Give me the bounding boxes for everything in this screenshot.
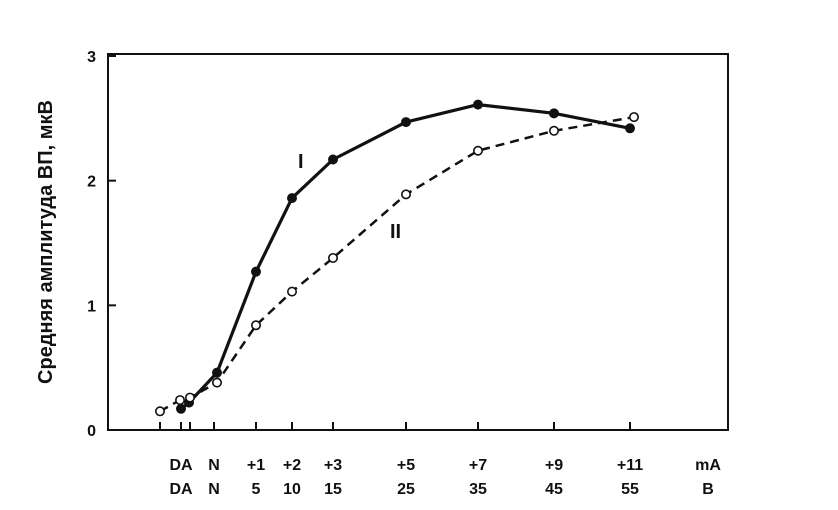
data-point-II xyxy=(548,125,559,136)
x-tick-label: +3 xyxy=(324,457,342,474)
x-tick-label-row2: 5 xyxy=(252,481,261,498)
x-tick-label: +7 xyxy=(469,457,487,474)
data-point-I xyxy=(286,193,297,204)
x-tick-label-row2: 55 xyxy=(621,481,639,498)
data-point-II xyxy=(400,189,411,200)
data-point-I xyxy=(212,367,223,378)
data-point-II xyxy=(286,286,297,297)
series-lines xyxy=(159,103,635,413)
data-point-II xyxy=(185,392,196,403)
x-axis: DA DA NN +1 5 +2 10 +3 15 +5 25 +7 35 +9 45 +11 55 xyxy=(159,422,643,498)
x-unit-row1: mA xyxy=(695,457,721,474)
data-point-I xyxy=(624,123,635,134)
x-tick-label-row2: N xyxy=(208,481,220,498)
x-tick-label-row2: 45 xyxy=(545,481,563,498)
x-tick-label-row2: 15 xyxy=(324,481,342,498)
y-axis: 0 1 2 3 xyxy=(87,49,116,440)
series-points xyxy=(155,99,639,417)
curve-label-I: I xyxy=(298,151,304,173)
x-tick-label: +5 xyxy=(397,457,415,474)
x-tick-label-row2: 35 xyxy=(469,481,487,498)
data-point-II xyxy=(175,395,186,406)
curve-label-II: II xyxy=(390,221,401,243)
data-point-I xyxy=(176,403,187,414)
x-tick-label: +11 xyxy=(617,457,643,474)
data-point-I xyxy=(548,108,559,119)
data-point-I xyxy=(400,117,411,128)
x-tick-label: DA xyxy=(169,457,193,474)
x-tick-label: +9 xyxy=(545,457,563,474)
data-point-I xyxy=(251,266,262,277)
x-tick-label: +1 xyxy=(247,457,265,474)
x-tick-label: N xyxy=(208,457,220,474)
data-point-II xyxy=(472,145,483,156)
x-tick-label: +2 xyxy=(283,457,301,474)
data-point-I xyxy=(327,154,338,165)
x-unit-row2: В xyxy=(702,481,714,498)
y-axis-label: Средняя амплитуда ВП, мкВ xyxy=(35,100,57,384)
y-tick-label: 3 xyxy=(87,49,96,66)
y-tick-label: 1 xyxy=(87,298,96,315)
data-point-II xyxy=(251,320,262,331)
y-tick-label: 0 xyxy=(87,423,96,440)
series-line-I xyxy=(180,103,631,411)
y-tick-label: 2 xyxy=(87,174,96,191)
x-tick-label-row2: 10 xyxy=(283,481,301,498)
data-point-II xyxy=(212,377,223,388)
data-point-II xyxy=(628,112,639,123)
series-line-II xyxy=(159,115,635,413)
data-point-II xyxy=(155,406,166,417)
x-tick-label-row2: DA xyxy=(169,481,193,498)
data-point-I xyxy=(472,99,483,110)
x-tick-label-row2: 25 xyxy=(397,481,415,498)
plot-frame xyxy=(107,53,729,431)
data-point-II xyxy=(327,252,338,263)
